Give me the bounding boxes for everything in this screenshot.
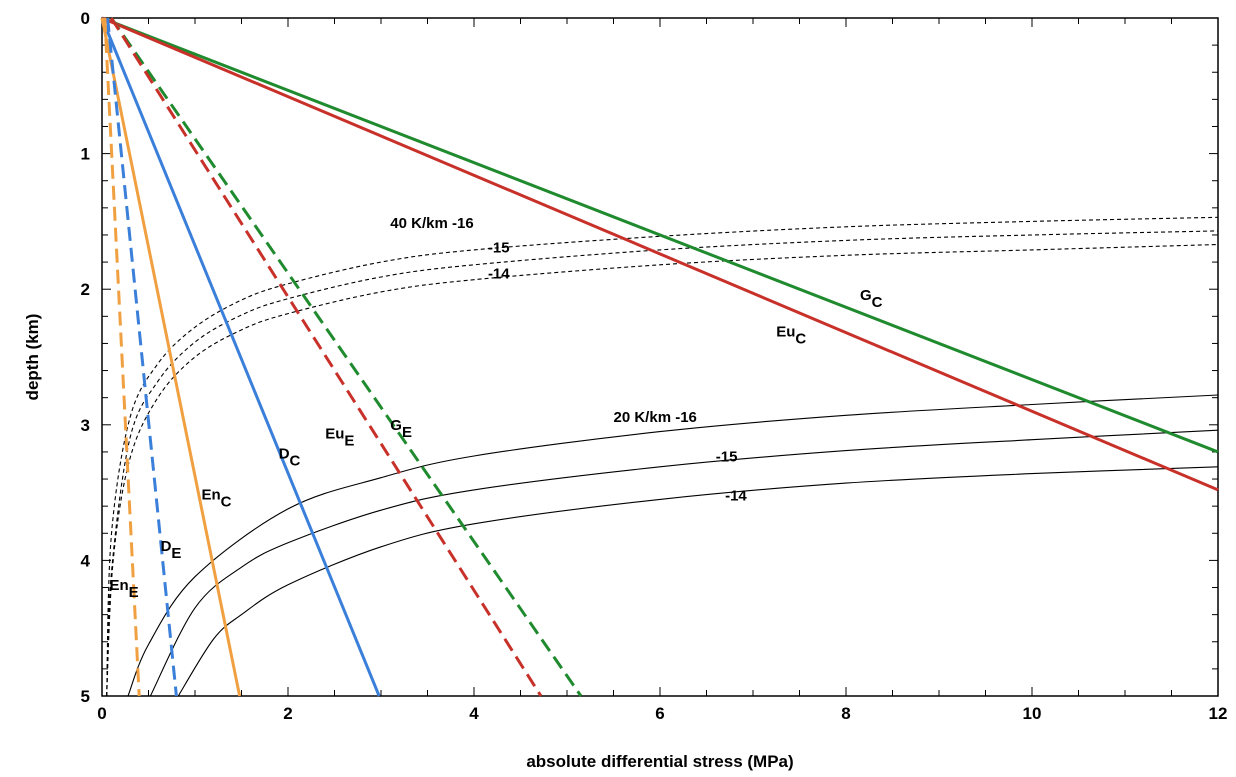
x-tick-label: 4 [469,704,479,723]
ductile-flow-curves [106,216,1219,697]
curve-label-name: Eu [325,425,344,442]
brittle-line [100,17,381,697]
ductile-curve [127,394,1219,697]
brittle-line [106,17,178,697]
brittle-line [100,17,242,697]
ductile-curve [106,230,1219,697]
brittle-line [110,17,543,697]
y-tick-labels: 0 1 2 3 4 5 [81,9,91,706]
curve-annotation: -15 [488,240,510,257]
curve-label-name: Eu [776,324,795,341]
x-axis-title: absolute differential stress (MPa) [526,752,793,771]
curve-annotations: 40 K/km -16 -15 -14 20 K/km -16 -15 -14 [390,215,747,505]
ductile-curve [177,466,1219,697]
brittle-line [101,16,1219,492]
curve-annotation: 20 K/km -16 [614,409,697,426]
curve-label-subscript: C [290,453,301,470]
brittle-line [103,17,141,697]
y-tick-label: 4 [81,551,91,570]
curve-label: GE [390,417,412,441]
brittle-failure-lines [100,16,1219,697]
x-tick-label: 8 [841,704,850,723]
curve-annotation: -14 [488,265,510,282]
curve-label-subscript: C [795,331,806,348]
brittle-line [110,17,583,697]
curve-label-name: G [860,287,872,304]
x-tick-label: 10 [1023,704,1042,723]
x-tick-label: 2 [283,704,292,723]
curve-label: EuC [776,324,806,348]
curve-label-name: D [279,446,290,463]
curve-annotation: 40 K/km -16 [390,215,473,232]
curve-label: EnC [202,486,232,510]
curve-label-name: D [161,538,172,555]
x-tick-label: 12 [1209,704,1228,723]
curve-label-subscript: C [872,294,883,311]
curve-label-subscript: E [171,545,181,562]
curve-annotation: -15 [716,448,738,465]
brittle-line [101,16,1219,454]
axis-ticks [101,17,1219,697]
curve-label-name: En [109,577,128,594]
curve-label: DE [161,538,182,562]
curve-label: DC [279,446,301,470]
curve-label: EuE [325,425,354,449]
curve-label-subscript: E [402,424,412,441]
x-tick-label: 6 [655,704,664,723]
curve-label-subscript: E [129,584,139,601]
curve-label: GC [860,287,883,311]
y-tick-label: 3 [81,416,90,435]
ductile-curve [149,429,1219,697]
curve-label-name: En [202,486,221,503]
x-tick-label: 0 [97,704,106,723]
y-tick-label: 2 [81,280,90,299]
curve-label-subscript: E [344,432,354,449]
ductile-curve [106,216,1219,697]
curve-label-subscript: C [221,493,232,510]
x-tick-labels: 0 2 4 6 8 10 12 [97,704,1227,723]
y-tick-label: 5 [81,687,90,706]
curve-label: EnE [109,577,138,601]
plot-frame [101,17,1219,697]
curve-label-name: G [390,417,402,434]
curve-annotation: -14 [725,488,747,505]
y-axis-title: depth (km) [23,314,42,401]
y-tick-label: 0 [81,9,90,28]
y-tick-label: 1 [81,145,90,164]
ductile-curve [106,243,1219,697]
